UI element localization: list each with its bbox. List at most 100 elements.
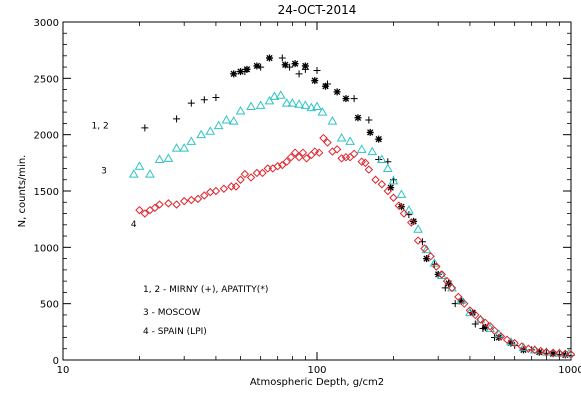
data-point-star	[535, 348, 543, 356]
y-axis: 0 500 1000 1500 2000 2500 3000	[34, 18, 571, 367]
data-point-triangle	[376, 154, 387, 163]
data-point-triangle	[163, 153, 174, 162]
data-point-diamond	[542, 347, 551, 357]
data-point-diamond	[481, 318, 490, 328]
y-tick-label: 1500	[34, 187, 59, 198]
data-point-plus	[313, 66, 321, 74]
curve-label: 3	[101, 167, 107, 177]
data-point-diamond	[231, 182, 241, 191]
y-tick-label: 3000	[34, 18, 59, 29]
data-point-diamond	[536, 346, 545, 356]
data-point-triangle	[128, 169, 139, 178]
y-tick-label: 2500	[34, 74, 59, 85]
data-point-triangle	[294, 99, 304, 108]
data-point-diamond	[510, 338, 519, 348]
data-point-star	[375, 135, 383, 143]
chart-title: 24-OCT-2014	[278, 3, 357, 17]
data-point-star	[291, 60, 299, 68]
data-point-diamond	[399, 209, 409, 218]
data-point-diamond	[219, 184, 229, 193]
series-layer	[128, 54, 576, 359]
data-point-star	[265, 54, 273, 62]
data-point-triangle	[317, 107, 328, 116]
data-point-triangle	[235, 105, 246, 115]
data-point-triangle	[388, 175, 399, 185]
data-point-star	[549, 350, 557, 358]
data-point-diamond	[319, 133, 328, 143]
data-point-diamond	[555, 349, 564, 358]
series-apatity-	[230, 54, 569, 359]
data-point-diamond	[357, 157, 366, 166]
data-point-diamond	[490, 326, 499, 335]
data-point-diamond	[383, 186, 393, 196]
x-tick-label: 10	[57, 365, 70, 376]
data-point-diamond	[413, 236, 423, 245]
data-point-triangle	[205, 126, 216, 135]
data-point-triangle	[228, 116, 239, 125]
curve-label: 1, 2	[92, 122, 109, 132]
data-point-diamond	[172, 200, 181, 209]
data-point-diamond	[337, 154, 346, 163]
data-point-triangle	[413, 224, 423, 233]
data-point-triangle	[281, 98, 292, 107]
data-point-diamond	[517, 342, 526, 351]
data-point-diamond	[420, 244, 429, 253]
data-point-diamond	[323, 138, 332, 147]
data-point-diamond	[246, 173, 256, 182]
data-point-star	[354, 114, 362, 122]
data-point-diamond	[377, 180, 387, 189]
data-point-diamond	[407, 218, 416, 227]
data-point-diamond	[258, 168, 267, 178]
data-point-diamond	[328, 147, 337, 156]
data-point-triangle	[246, 101, 256, 110]
data-point-triangle	[221, 115, 232, 124]
data-point-diamond	[524, 344, 533, 353]
data-point-diamond	[294, 152, 304, 162]
data-point-star	[519, 346, 527, 354]
series-spain-lpi-	[135, 133, 576, 359]
data-point-diamond	[454, 292, 463, 302]
data-point-triangle	[287, 98, 298, 107]
data-point-star	[253, 62, 261, 70]
data-point-star	[237, 68, 245, 76]
data-point-triangle	[269, 91, 280, 100]
data-point-diamond	[193, 194, 203, 204]
data-point-star	[321, 82, 329, 90]
data-point-triangle	[275, 90, 286, 99]
data-point-triangle	[196, 129, 207, 139]
data-point-star	[366, 128, 374, 136]
data-point-diamond	[530, 345, 539, 355]
data-point-diamond	[471, 310, 480, 320]
data-point-diamond	[332, 145, 342, 154]
data-point-diamond	[200, 191, 209, 200]
data-point-diamond	[278, 160, 287, 170]
data-point-diamond	[371, 175, 380, 184]
curve-label: 4	[131, 220, 137, 230]
data-point-star	[457, 297, 465, 305]
y-tick-label: 0	[53, 356, 59, 367]
data-point-diamond	[140, 209, 150, 218]
data-point-diamond	[394, 201, 404, 210]
data-point-diamond	[496, 332, 506, 341]
data-point-plus	[365, 116, 373, 124]
data-point-triangle	[306, 102, 317, 112]
data-point-triangle	[563, 348, 574, 358]
data-point-diamond	[389, 193, 398, 202]
data-point-plus	[200, 96, 208, 104]
data-point-star	[243, 65, 251, 73]
data-point-diamond	[268, 164, 278, 173]
data-point-diamond	[349, 149, 359, 159]
legend-entry: 3 - MOSCOW	[143, 308, 201, 318]
data-point-diamond	[290, 148, 300, 157]
data-point-diamond	[135, 205, 144, 215]
data-point-triangle	[154, 154, 165, 163]
data-point-diamond	[211, 186, 221, 196]
data-point-diamond	[263, 164, 272, 173]
data-point-diamond	[426, 252, 435, 261]
data-point-diamond	[286, 152, 296, 162]
y-tick-label: 2000	[34, 131, 59, 142]
data-point-triangle	[213, 120, 224, 130]
data-point-diamond	[548, 348, 558, 357]
data-point-star	[423, 255, 431, 263]
